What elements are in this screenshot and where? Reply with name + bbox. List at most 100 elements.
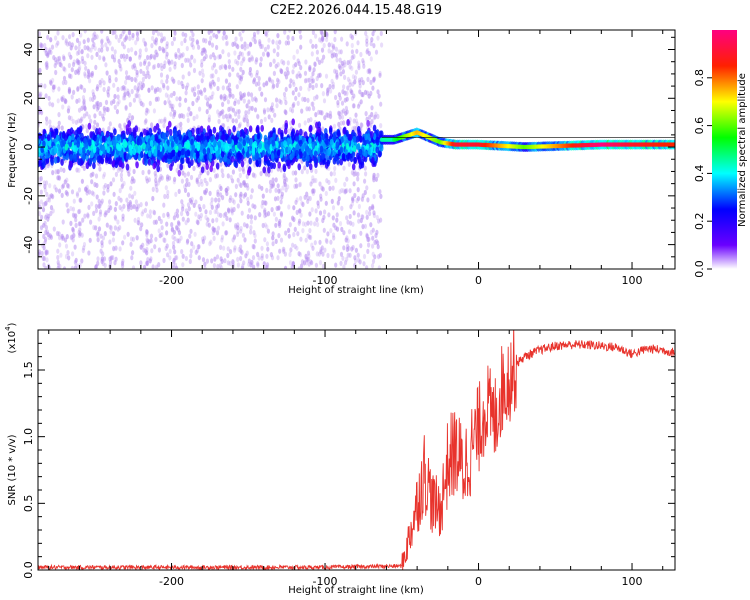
spectrum-noise-cell [64, 253, 69, 260]
spectrum-noise-cell [42, 245, 46, 251]
spectrum-noise-cell [87, 204, 91, 210]
spectrum-noise-cell [241, 166, 245, 172]
spectrum-noise-cell [345, 41, 349, 47]
spectrum-noise-cell [331, 81, 335, 87]
spectrum-noise-cell [220, 64, 224, 70]
spectrum-noise-cell [214, 69, 218, 75]
spectrum-noise-cell [310, 178, 314, 184]
spectrum-noise-cell [238, 193, 242, 199]
spectrum-noise-cell [250, 54, 254, 60]
spectrum-noise-cell [170, 226, 174, 232]
spectrum-noise-cell [222, 245, 226, 251]
spectrum-noise-cell [135, 206, 139, 212]
spectrum-noise-cell [74, 69, 78, 75]
spectrum-noise-cell [39, 43, 43, 49]
spectrum-noise-cell [56, 168, 60, 175]
spectrum-noise-cell [309, 181, 313, 187]
spectrum-band-cell [319, 145, 324, 153]
spectrum-noise-cell [239, 248, 243, 254]
spectrum-noise-cell [178, 102, 182, 108]
spectrum-band-cell [60, 158, 64, 166]
spectrum-noise-cell [234, 224, 238, 230]
spectrum-band-cell [272, 162, 277, 170]
spectrum-noise-cell [82, 102, 86, 108]
spectrum-noise-cell [269, 61, 273, 68]
spectrum-noise-cell [291, 69, 295, 75]
spectrum-noise-cell [223, 63, 227, 69]
spectrum-noise-cell [181, 83, 185, 90]
spectrum-noise-cell [84, 65, 88, 71]
spectrum-noise-cell [370, 111, 374, 118]
spectrum-noise-cell [130, 47, 134, 53]
spectrum-noise-cell [283, 95, 287, 102]
spectrum-noise-cell [350, 49, 354, 55]
spectrum-noise-cell [38, 201, 41, 207]
spectrum-band-cell [68, 135, 72, 143]
spectrum-noise-cell [148, 100, 152, 106]
spectrum-noise-cell [86, 213, 90, 219]
spectrum-noise-cell [125, 197, 129, 203]
spectrum-noise-cell [44, 61, 48, 68]
spectrum-noise-cell [265, 264, 269, 269]
spectrum-band-cell [105, 130, 110, 138]
spectrum-noise-cell [86, 212, 90, 218]
spectrum-band-cell [168, 128, 173, 136]
spectrum-noise-cell [306, 233, 310, 239]
spectrum-noise-cell [197, 244, 201, 250]
spectrum-noise-cell [321, 217, 325, 224]
spectrum-noise-cell [299, 236, 303, 242]
spectrum-noise-cell [300, 263, 304, 269]
spectrum-noise-cell [60, 235, 64, 241]
spectrum-band-cell [305, 160, 310, 168]
spectrum-noise-cell [99, 233, 103, 239]
spectrum-noise-cell [180, 62, 184, 69]
spectrum-noise-cell [77, 45, 81, 51]
spectrum-noise-cell [180, 113, 184, 119]
spectrum-noise-cell [38, 211, 42, 217]
spectrum-noise-cell [93, 34, 97, 41]
spectrum-noise-cell [67, 86, 71, 92]
spectrum-noise-cell [51, 87, 55, 93]
spectrum-noise-cell [121, 85, 125, 91]
spectrum-noise-cell [169, 92, 174, 98]
spectrum-noise-cell [337, 63, 341, 69]
spectrum-noise-cell [234, 118, 238, 124]
spectrum-band-cell [266, 159, 271, 167]
spectrum-noise-cell [93, 45, 97, 51]
spectrum-noise-cell [235, 84, 239, 90]
spectrum-noise-cell [346, 252, 350, 258]
spectrum-noise-cell [173, 262, 178, 268]
spectrum-noise-cell [360, 214, 364, 220]
spectrum-noise-cell [321, 186, 325, 192]
spectrum-noise-cell [212, 32, 216, 38]
spectrum-noise-cell [121, 182, 125, 188]
spectrum-noise-cell [290, 264, 294, 269]
spectrum-noise-cell [46, 52, 50, 58]
spectrum-noise-cell [57, 112, 61, 118]
spectrum-noise-cell [210, 204, 214, 210]
spectrum-noise-cell [307, 234, 312, 240]
spectrum-band-cell [371, 156, 375, 164]
spectrum-noise-cell [246, 185, 250, 191]
spectrum-noise-cell [83, 30, 87, 34]
spectrum-noise-cell [370, 37, 374, 43]
spectrum-noise-cell [258, 41, 262, 47]
spectrum-noise-cell [97, 198, 101, 204]
spectrum-noise-cell [361, 80, 365, 86]
spectrum-noise-cell [210, 42, 215, 48]
spectrum-band-cell [86, 149, 90, 157]
spectrum-noise-cell [100, 30, 104, 34]
spectrum-noise-cell [114, 77, 118, 83]
spectrum-noise-cell [113, 225, 117, 231]
spectrum-noise-cell [80, 55, 84, 62]
spectrum-noise-cell [279, 67, 283, 73]
spectrum-noise-cell [82, 245, 86, 251]
spectrum-noise-cell [357, 218, 361, 224]
spectrum-band-cell [174, 137, 179, 144]
spectrum-noise-cell [358, 79, 362, 85]
spectrum-noise-cell [326, 90, 330, 96]
spectrum-noise-cell [266, 30, 270, 33]
spectrum-noise-cell [141, 209, 145, 215]
spectrum-noise-cell [228, 197, 232, 203]
spectrum-band-cell [332, 134, 337, 142]
